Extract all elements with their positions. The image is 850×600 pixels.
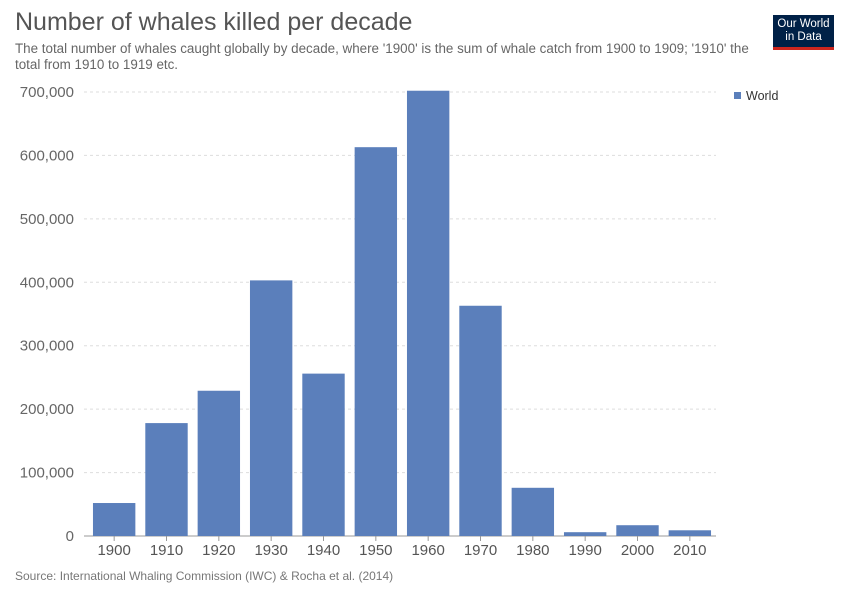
- x-tick-label: 1930: [254, 542, 287, 559]
- source-note: Source: International Whaling Commission…: [15, 569, 394, 583]
- logo-line-2: in Data: [785, 31, 822, 43]
- x-tick-label: 1920: [202, 542, 235, 559]
- y-tick-label: 200,000: [20, 401, 74, 418]
- bar-1960: [406, 90, 450, 536]
- legend-swatch: [734, 92, 741, 99]
- bar-2000: [616, 525, 659, 536]
- bar-2010: [668, 530, 712, 536]
- y-tick-label: 700,000: [20, 84, 74, 101]
- logo-line-1: Our World: [777, 18, 830, 30]
- x-tick-label: 1940: [307, 542, 340, 559]
- bar-1910: [145, 423, 188, 536]
- x-tick-label: 1970: [464, 542, 497, 559]
- x-tick-label: 1980: [516, 542, 549, 559]
- bar-1970: [459, 305, 502, 536]
- bar-1950: [354, 147, 398, 536]
- bar-1900: [92, 503, 136, 536]
- x-tick-label: 1960: [411, 542, 444, 559]
- y-tick-label: 300,000: [20, 338, 74, 355]
- bar-1920: [197, 390, 241, 536]
- chart-title: Number of whales killed per decade: [15, 8, 413, 36]
- x-tick-label: 2010: [673, 542, 706, 559]
- x-tick-label: 1910: [150, 542, 183, 559]
- y-tick-label: 600,000: [20, 147, 74, 164]
- x-tick-label: 1950: [359, 542, 392, 559]
- bar-1980: [511, 487, 555, 536]
- x-tick-label: 2000: [621, 542, 654, 559]
- y-tick-label: 100,000: [20, 465, 74, 482]
- owid-logo[interactable]: Our World in Data: [773, 15, 834, 50]
- x-tick-label: 1900: [97, 542, 130, 559]
- y-tick-label: 0: [66, 528, 74, 545]
- y-tick-label: 400,000: [20, 274, 74, 291]
- bar-1990: [563, 532, 607, 536]
- bar-1940: [302, 373, 345, 536]
- chart-subtitle: The total number of whales caught global…: [15, 41, 749, 72]
- bar-1930: [249, 280, 293, 536]
- x-tick-label: 1990: [568, 542, 601, 559]
- y-tick-label: 500,000: [20, 211, 74, 228]
- legend-label: World: [746, 89, 778, 103]
